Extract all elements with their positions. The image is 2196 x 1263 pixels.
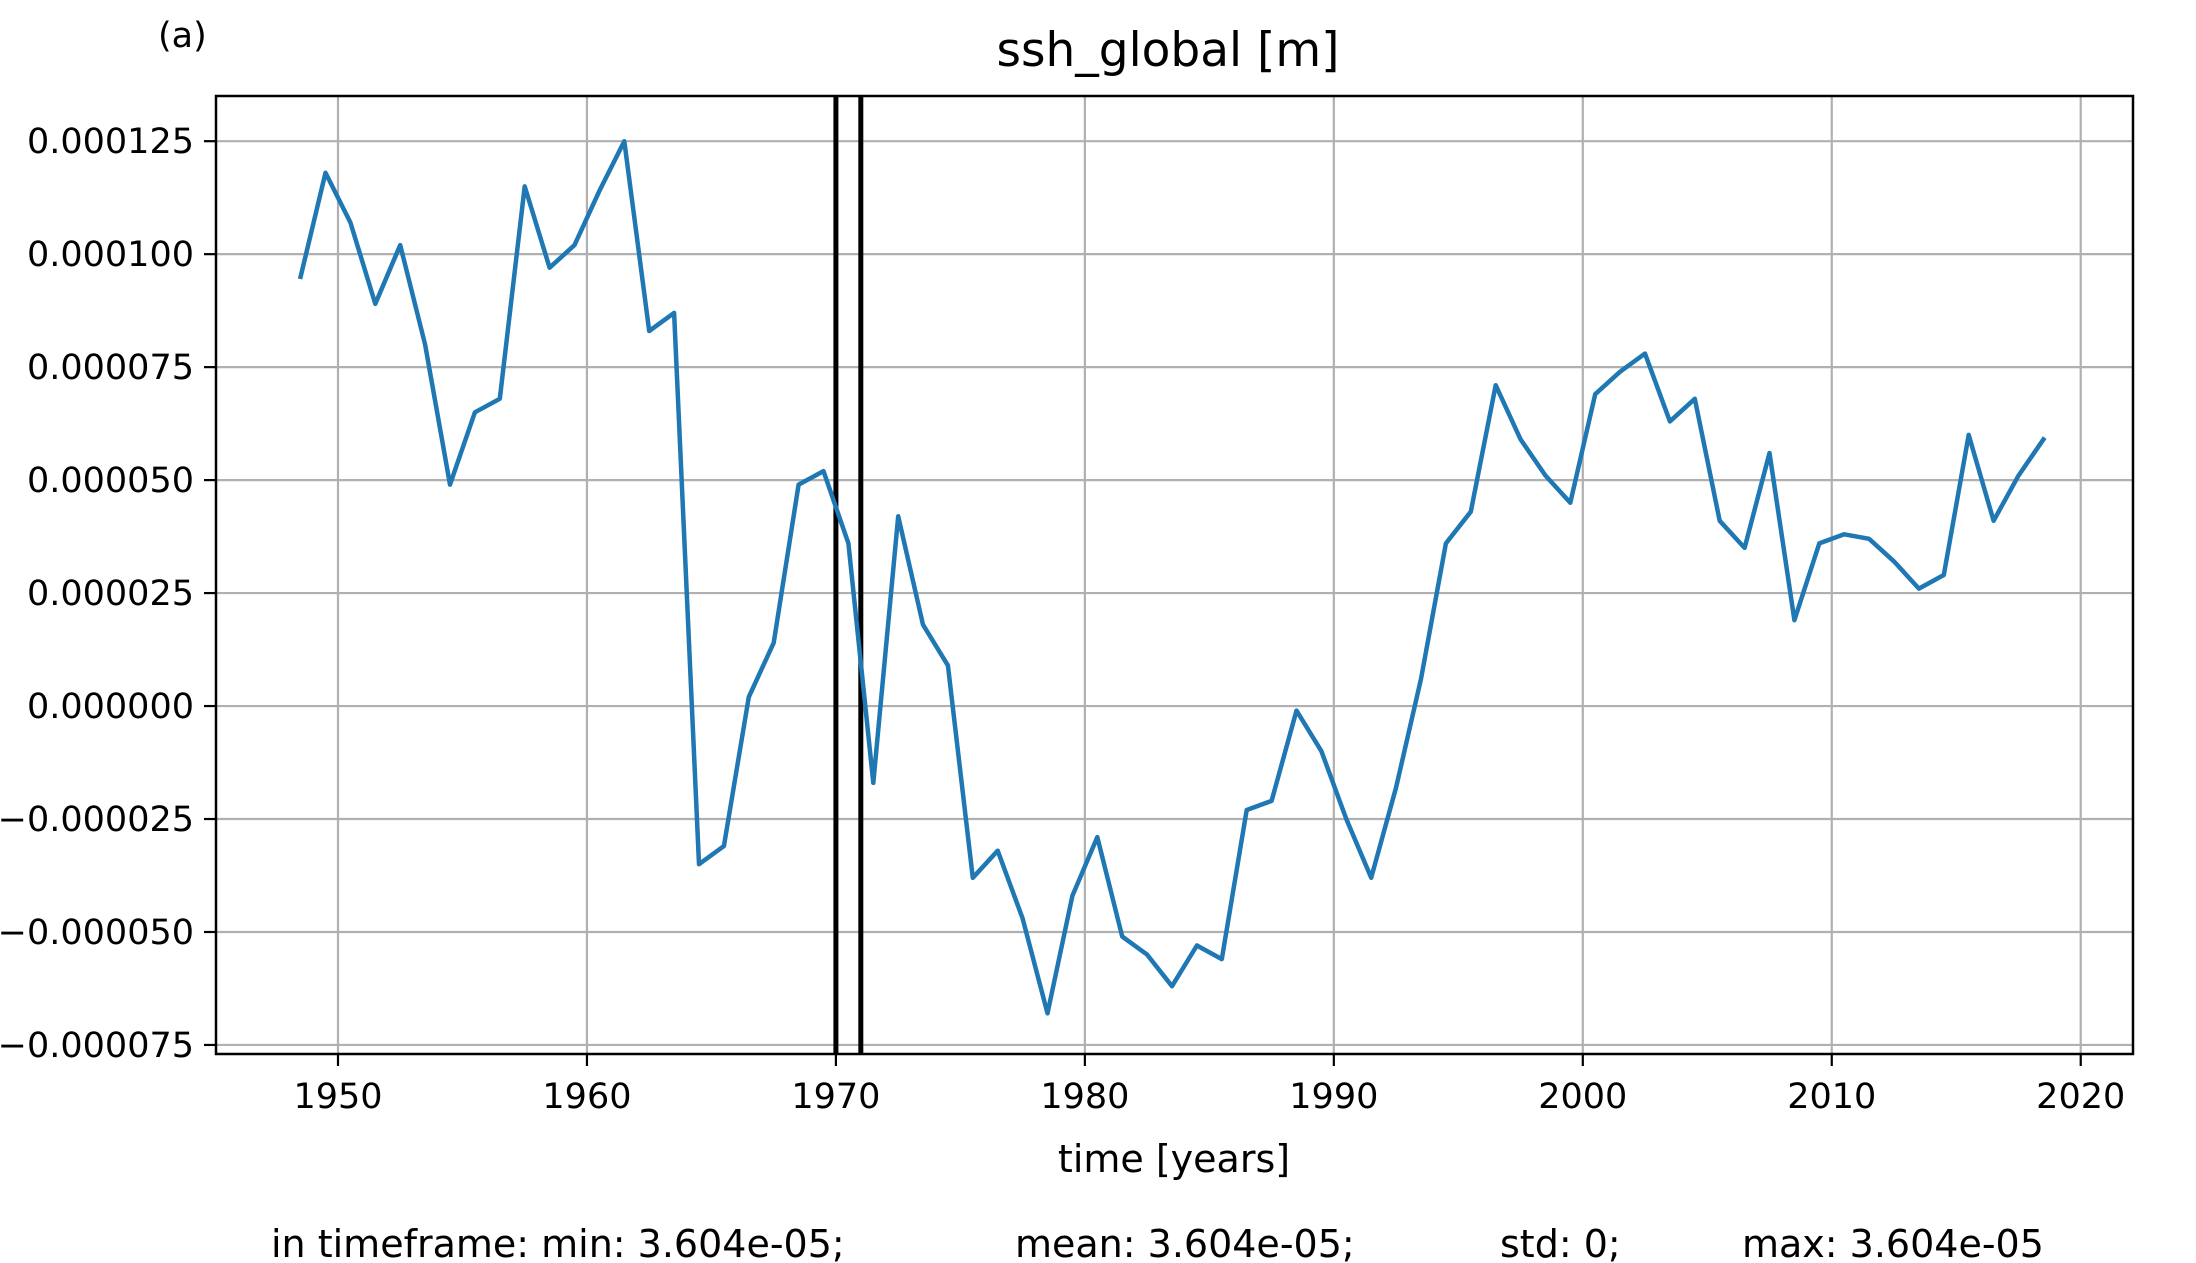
y-tick-label: −0.000050 — [0, 913, 194, 953]
series-layer — [297, 138, 2047, 1016]
stat-min: in timeframe: min: 3.604e-05; — [271, 1222, 845, 1263]
x-tick-label: 1990 — [1289, 1077, 1378, 1117]
y-axis-ticks: 0.000125 0.000100 0.000075 0.000050 0.000025… — [0, 122, 216, 1066]
x-tick-label: 2020 — [2036, 1077, 2125, 1117]
y-tick-label: 0.000000 — [27, 687, 194, 727]
panel-label: (a) — [158, 16, 207, 56]
chart-title: ssh_global [m] — [997, 23, 1340, 78]
stat-std: std: 0; — [1500, 1222, 1621, 1263]
series-line — [297, 138, 2047, 1016]
plot-frame — [214, 94, 2135, 1056]
x-axis-title: time [years] — [1058, 1137, 1290, 1181]
y-tick-label: 0.000100 — [27, 235, 194, 275]
stat-mean: mean: 3.604e-05; — [1015, 1222, 1355, 1263]
y-tick-label: 0.000125 — [27, 122, 194, 162]
x-tick-label: 1950 — [293, 1077, 382, 1117]
y-tick-label: −0.000075 — [0, 1026, 194, 1066]
x-tick-label: 2000 — [1538, 1077, 1627, 1117]
x-tick-label: 2010 — [1787, 1077, 1876, 1117]
y-tick-label: 0.000050 — [27, 461, 194, 501]
vertical-markers — [833, 96, 864, 1054]
x-tick-label: 1980 — [1040, 1077, 1129, 1117]
y-tick-label: 0.000025 — [27, 574, 194, 614]
x-tick-label: 1960 — [542, 1077, 631, 1117]
x-axis-ticks: 1950 1960 1970 1980 1990 2000 2010 2020 — [293, 1054, 2125, 1117]
y-tick-label: −0.000025 — [0, 800, 194, 840]
stat-max: max: 3.604e-05 — [1742, 1222, 2044, 1263]
grid — [216, 96, 2133, 1054]
y-tick-label: 0.000075 — [27, 348, 194, 388]
x-tick-label: 1970 — [791, 1077, 880, 1117]
